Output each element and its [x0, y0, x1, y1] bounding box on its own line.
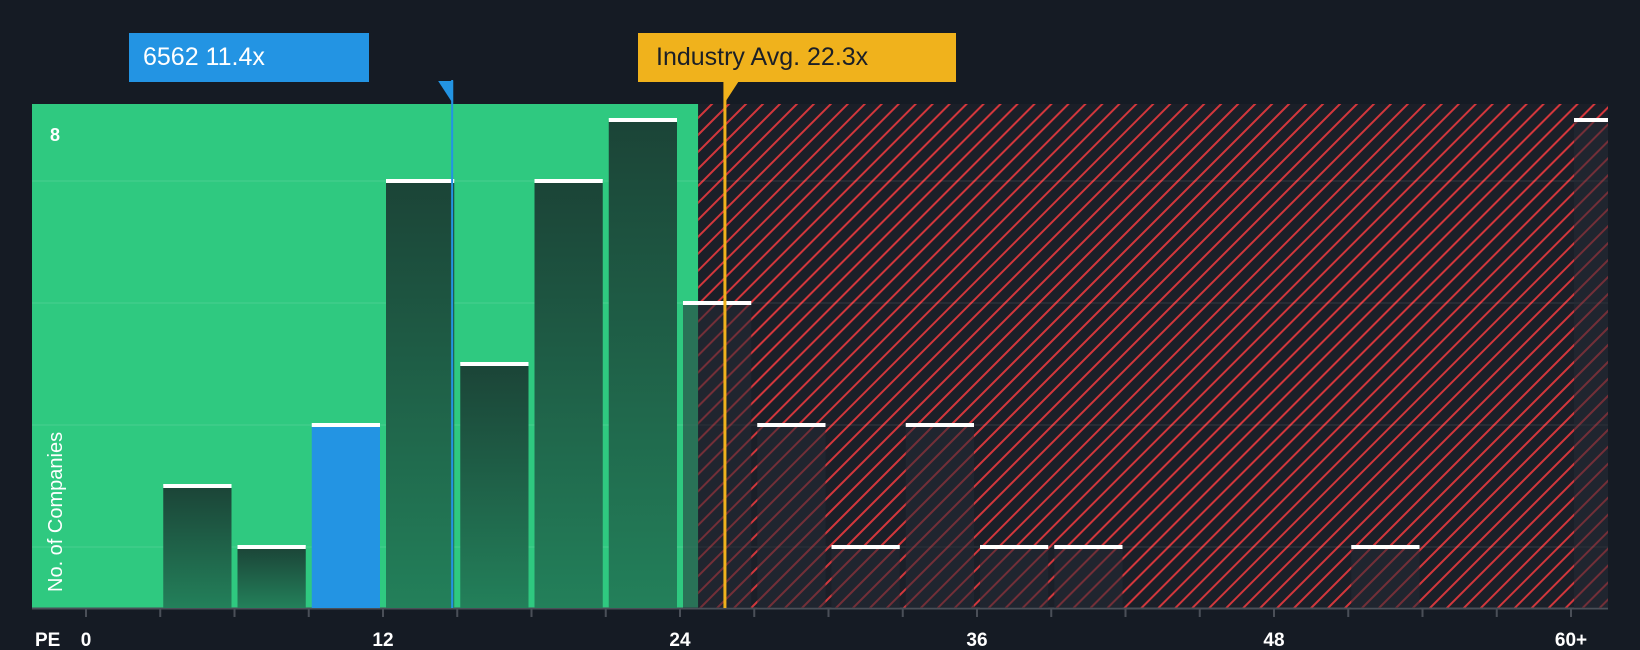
metric-label: PE: [35, 630, 60, 650]
histogram-bar: [311, 425, 380, 608]
bar-cap: [608, 118, 677, 122]
x-tick-label: 36: [966, 630, 987, 650]
histogram-bar: [831, 547, 900, 608]
bar-cap: [1351, 545, 1420, 549]
bar-cap: [237, 545, 306, 549]
company-callout-pointer: [438, 81, 454, 104]
histogram-bar: [757, 425, 826, 608]
x-tick-label: 24: [669, 630, 691, 650]
bar-cap: [311, 423, 380, 427]
histogram-bar: [237, 547, 306, 608]
x-tick-label: 48: [1263, 630, 1284, 650]
histogram-bar: [980, 547, 1049, 608]
bar-cap: [980, 545, 1049, 549]
histogram-bar: [905, 425, 974, 608]
bar-cap: [460, 362, 529, 366]
bar-cap: [905, 423, 974, 427]
histogram-bar: [683, 303, 752, 608]
histogram-bar: [1054, 547, 1123, 608]
x-tick-label: 0: [81, 630, 92, 650]
histogram-bar: [608, 120, 677, 608]
bar-cap: [683, 301, 752, 305]
industry-callout-pointer: [723, 81, 739, 104]
histogram-bar: [163, 486, 232, 608]
overvalued-zone: [698, 104, 1608, 608]
company-pe-callout: 6562 11.4x: [129, 33, 369, 82]
bar-cap: [163, 484, 232, 488]
histogram-bar: [1351, 547, 1420, 608]
bar-cap: [386, 179, 455, 183]
bar-cap: [757, 423, 826, 427]
y-axis-title: No. of Companies: [45, 432, 67, 592]
bar-cap: [1574, 118, 1608, 122]
industry-average-callout: Industry Avg. 22.3x: [638, 33, 956, 82]
bar-cap: [831, 545, 900, 549]
x-tick-label: 60+: [1555, 630, 1587, 650]
histogram-bar: [386, 181, 455, 608]
x-tick-label: 12: [372, 630, 393, 650]
histogram-bar: [534, 181, 603, 608]
histogram-bar: [460, 364, 529, 608]
histogram-bar: [1574, 120, 1608, 608]
bar-cap: [1054, 545, 1123, 549]
y-tick-label: 8: [50, 125, 60, 145]
bar-cap: [534, 179, 603, 183]
